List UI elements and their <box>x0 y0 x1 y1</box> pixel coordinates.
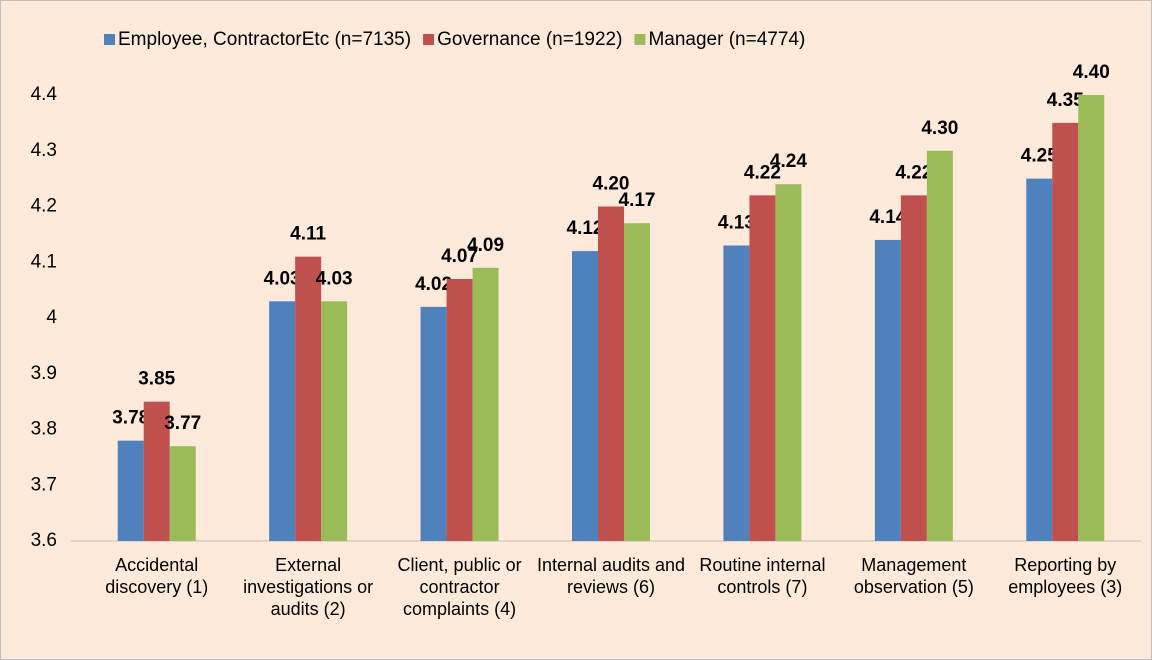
value-label: 3.78 <box>112 408 149 429</box>
y-tick-label: 3.7 <box>31 474 57 495</box>
bar <box>624 223 650 541</box>
legend-label: Manager (n=4774) <box>648 29 805 50</box>
value-label: 4.14 <box>869 207 906 228</box>
bar <box>420 306 447 541</box>
bar <box>775 184 802 541</box>
y-tick-label: 4.4 <box>31 84 58 105</box>
x-tick-label: Accidental discovery (1) <box>105 555 209 597</box>
value-label: 4.03 <box>264 268 301 289</box>
value-label: 4.03 <box>316 268 353 289</box>
value-label: 4.20 <box>593 174 630 195</box>
value-label: 4.22 <box>744 162 781 183</box>
value-label: 4.12 <box>567 218 604 239</box>
value-label: 3.85 <box>138 369 175 390</box>
value-label: 4.02 <box>415 274 452 295</box>
legend-label: Governance (n=1922) <box>437 29 622 50</box>
value-label: 4.40 <box>1073 62 1110 83</box>
value-label: 4.09 <box>467 235 504 256</box>
bar <box>926 150 953 541</box>
bar <box>446 278 473 541</box>
y-tick-label: 4 <box>46 307 57 328</box>
value-label: 4.22 <box>895 162 932 183</box>
x-tick-label: Reporting by employees (3) <box>1008 555 1123 597</box>
bar <box>117 440 144 541</box>
y-tick-label: 4.3 <box>31 140 57 161</box>
bar <box>269 301 296 541</box>
bar <box>572 251 598 541</box>
bar <box>874 239 901 541</box>
bar <box>1052 122 1079 541</box>
value-label: 4.30 <box>921 118 958 139</box>
bar <box>169 446 196 541</box>
value-label: 4.25 <box>1021 146 1058 167</box>
legend-label: Employee, ContractorEtc (n=7135) <box>118 29 411 50</box>
bar <box>900 195 927 541</box>
value-label: 4.13 <box>718 213 755 234</box>
bar <box>1026 178 1053 541</box>
value-label: 4.24 <box>770 151 807 172</box>
legend-swatch <box>104 34 115 45</box>
bar <box>321 301 348 541</box>
value-label: 4.35 <box>1047 90 1084 111</box>
value-label: 4.17 <box>619 190 656 211</box>
bar <box>723 245 750 541</box>
value-label: 4.07 <box>441 246 478 267</box>
value-label: 3.77 <box>164 413 201 434</box>
y-tick-label: 3.8 <box>31 419 57 440</box>
x-tick-label: Routine internal controls (7) <box>699 555 826 597</box>
bar <box>472 267 499 541</box>
bar <box>1078 95 1105 541</box>
y-tick-label: 4.2 <box>31 196 57 217</box>
y-tick-label: 3.9 <box>31 363 57 384</box>
y-tick-label: 4.1 <box>31 251 57 272</box>
legend-swatch <box>423 34 435 45</box>
bar <box>295 256 322 541</box>
x-tick-label: External investigations or audits (2) <box>243 555 374 619</box>
bar <box>749 195 776 541</box>
bar <box>598 206 624 541</box>
x-tick-label: Internal audits and reviews (6) <box>536 555 686 597</box>
value-label: 4.11 <box>290 224 326 245</box>
bar <box>143 401 170 541</box>
x-tick-label: Client, public or contractor complaints … <box>397 555 522 619</box>
legend-swatch <box>634 34 646 45</box>
y-tick-label: 3.6 <box>31 530 57 551</box>
x-tick-label: Management observation (5) <box>853 555 974 597</box>
